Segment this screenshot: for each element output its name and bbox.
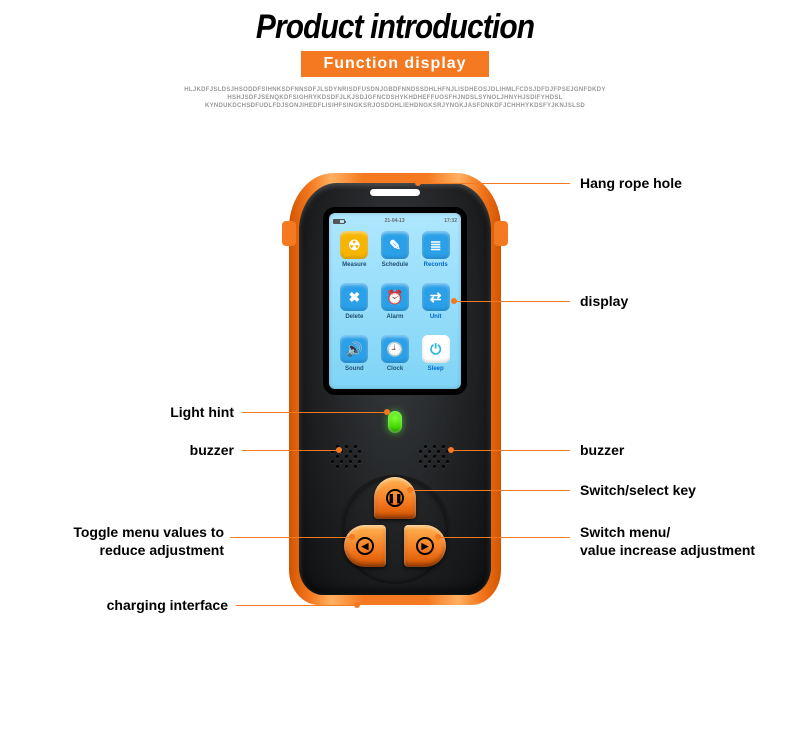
app-icon: ✎ [381,231,409,259]
callout-line [242,412,387,413]
callout-line [410,490,570,491]
app-unit[interactable]: ⇄ Unit [416,283,455,333]
page-title: Product introduction [47,8,742,47]
app-sound[interactable]: 🔊 Sound [335,335,374,385]
label-display: display [580,293,628,311]
callout-line [242,450,339,451]
app-icon: 🕘 [381,335,409,363]
status-time: 17:32 [444,218,457,224]
label-charge: charging interface [74,597,228,615]
hang-rope-hole [370,189,420,196]
label-left-btn: Toggle menu values to reduce adjustment [50,524,224,559]
button-cluster: ❚❚ ◀ ▶ [340,481,450,581]
label-hang: Hang rope hole [580,175,682,193]
app-alarm[interactable]: ⏰ Alarm [376,283,415,333]
callout-line [438,537,570,538]
app-label: Alarm [386,314,403,320]
app-grid: ☢ Measure ✎ Schedule ≣ Records ✖ Delete ⏰ Alarm ⇄ U… [335,231,455,383]
battery-icon [333,219,345,224]
status-date: 21-04-13 [385,218,405,224]
device: 21-04-13 17:32 ☢ Measure ✎ Schedule ≣ Records… [289,173,501,605]
app-label: Sound [345,366,364,372]
callout-line [418,183,570,184]
diagram-stage: 21-04-13 17:32 ☢ Measure ✎ Schedule ≣ Records… [0,138,790,748]
device-body: 21-04-13 17:32 ☢ Measure ✎ Schedule ≣ Records… [299,183,491,595]
device-screen: 21-04-13 17:32 ☢ Measure ✎ Schedule ≣ Records… [329,213,461,389]
app-icon: ⏰ [381,283,409,311]
led-indicator [388,411,402,433]
app-clock[interactable]: 🕘 Clock [376,335,415,385]
app-icon: ⇄ [422,283,450,311]
right-button[interactable]: ▶ [404,525,446,567]
status-bar: 21-04-13 17:32 [333,216,457,226]
app-records[interactable]: ≣ Records [416,231,455,281]
app-icon: ≣ [422,231,450,259]
label-light: Light hint [134,404,234,422]
app-label: Records [424,262,448,268]
label-select: Switch/select key [580,482,696,500]
app-label: Measure [342,262,366,268]
app-label: Sleep [428,366,444,372]
power-select-button[interactable]: ❚❚ [374,477,416,519]
app-measure[interactable]: ☢ Measure [335,231,374,281]
app-label: Delete [345,314,363,320]
label-buzzer-left: buzzer [152,442,234,460]
app-label: Clock [387,366,403,372]
app-delete[interactable]: ✖ Delete [335,283,374,333]
subtitle-badge: Function display [301,51,488,77]
callout-line [451,450,570,451]
app-label: Unit [430,314,442,320]
app-label: Schedule [382,262,409,268]
callout-line [236,605,357,606]
callout-line [454,301,570,302]
lorem-text: HLJKDFJSLDSJHSODDFSIHNKSDFNNSDFJLSDYNRIS… [0,87,790,110]
callout-line [230,537,352,538]
app-icon: ✖ [340,283,368,311]
app-icon: 🔊 [340,335,368,363]
left-button[interactable]: ◀ [344,525,386,567]
app-sleep[interactable]: ⏻ Sleep [416,335,455,385]
app-schedule[interactable]: ✎ Schedule [376,231,415,281]
label-buzzer-right: buzzer [580,442,624,460]
label-right-btn: Switch menu/ value increase adjustment [580,524,755,559]
app-icon: ⏻ [422,335,450,363]
app-icon: ☢ [340,231,368,259]
